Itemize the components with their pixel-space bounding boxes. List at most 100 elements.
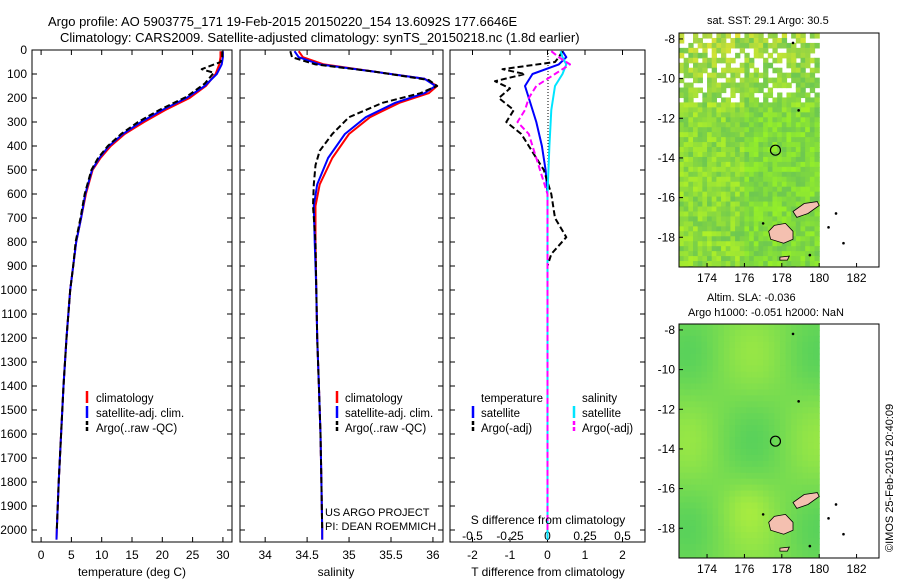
sst-cell (791, 191, 797, 198)
sst-cell (725, 62, 732, 69)
sla-cell (768, 407, 775, 414)
sst-cell (679, 132, 685, 138)
sst-cell (688, 72, 694, 79)
sla-cell (807, 550, 815, 557)
sst-cell (767, 77, 774, 84)
sla-cell (684, 466, 691, 474)
sla-cell (774, 407, 781, 414)
sst-cell (795, 236, 802, 242)
legend-label-temp-satellite: satellite (481, 408, 520, 420)
sla-cell (723, 383, 731, 391)
sla-cell (740, 496, 747, 504)
sst-cell (749, 82, 755, 89)
sst-cell (697, 231, 703, 237)
sla-cell (679, 448, 686, 456)
sla-cell (740, 413, 747, 420)
sst-cell (707, 186, 713, 193)
sla-cell (751, 341, 759, 349)
sst-cell (711, 201, 717, 208)
sst-cell (781, 117, 788, 123)
map-x-tick-label: 182 (847, 562, 867, 576)
sst-cell (805, 42, 811, 49)
sst-cell (735, 201, 741, 208)
sst-cell (679, 127, 685, 133)
sst-cell (772, 241, 778, 247)
sla-cell (785, 413, 792, 420)
map-y-tick-label: -12 (658, 402, 676, 416)
sla-cell (718, 395, 725, 402)
sst-cell (795, 176, 802, 183)
legend-label-satellite: satellite-adj. clim. (96, 408, 184, 420)
sst-cell (763, 171, 769, 178)
sst-cell (786, 186, 792, 193)
sst-cell (795, 221, 802, 227)
sla-cell (757, 496, 764, 504)
sla-cell (751, 329, 759, 337)
sst-cell (795, 201, 802, 208)
sla-cell (735, 401, 742, 408)
sla-cell (785, 431, 792, 438)
sst-cell (697, 216, 703, 222)
sst-cell (721, 127, 727, 133)
sst-cell (697, 226, 703, 232)
sst-cell (711, 156, 717, 163)
sst-cell (805, 151, 811, 158)
sst-cell (697, 147, 703, 153)
sst-cell (688, 67, 694, 74)
sst-cell (777, 77, 783, 84)
sla-cell (684, 544, 691, 551)
sla-cell (729, 359, 736, 367)
sla-cell (768, 341, 775, 349)
y-tick-label: 1500 (0, 403, 27, 417)
sla-cell (701, 371, 708, 379)
sla-cell (707, 532, 714, 539)
sla-cell (723, 448, 731, 456)
sst-cell (800, 87, 806, 94)
sst-cell (800, 191, 806, 198)
sla-cell (684, 335, 691, 343)
sla-cell (718, 431, 725, 438)
sla-cell (679, 413, 686, 420)
sla-cell (735, 520, 742, 527)
sla-cell (751, 490, 759, 498)
sst-cell (749, 176, 755, 183)
sla-cell (807, 508, 815, 515)
sla-cell (735, 335, 742, 343)
sst-cell (679, 176, 685, 183)
sst-cell (711, 186, 717, 193)
sst-cell (805, 82, 811, 89)
sla-cell (779, 365, 787, 373)
sla-cell (768, 460, 775, 468)
sst-cell (711, 122, 717, 128)
sla-cell (740, 389, 747, 396)
sla-cell (791, 508, 798, 515)
sla-cell (768, 431, 775, 438)
sla-cell (712, 544, 719, 551)
sla-cell (735, 448, 742, 456)
sla-cell (763, 395, 770, 402)
sst-cell (800, 117, 806, 123)
sst-cell (814, 186, 820, 193)
sla-cell (690, 478, 697, 486)
sla-cell (802, 371, 809, 379)
sla-cell (785, 496, 792, 504)
sst-cell (679, 201, 685, 208)
sla-cell (690, 389, 697, 396)
sla-cell (690, 329, 697, 337)
sst-cell (791, 196, 797, 203)
sst-cell (739, 62, 746, 69)
sst-cell (688, 181, 694, 188)
sst-cell (805, 191, 811, 198)
sla-cell (757, 389, 764, 396)
sla-cell (712, 484, 719, 492)
sla-cell (751, 383, 759, 391)
sst-cell (767, 186, 774, 193)
sla-cell (701, 454, 708, 462)
sst-cell (749, 102, 755, 108)
sst-cell (711, 171, 717, 178)
sst-cell (809, 241, 816, 247)
sla-cell (712, 496, 719, 504)
sst-cell (781, 77, 788, 84)
sst-cell (744, 196, 750, 203)
sla-cell (751, 472, 759, 480)
